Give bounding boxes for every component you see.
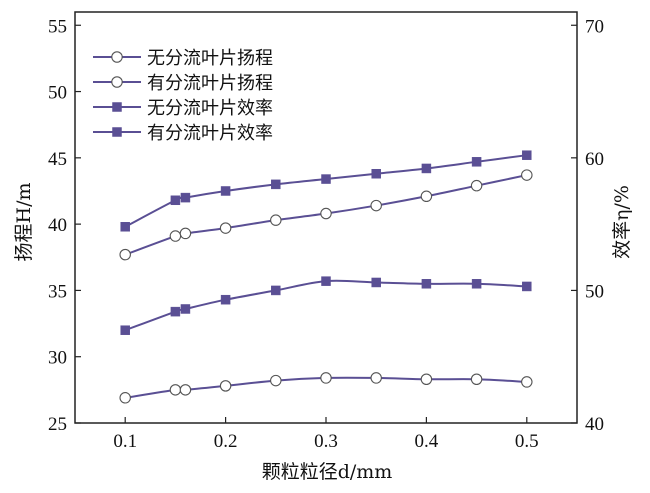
series-1-point-4 [270,214,282,226]
y-left-tick-label-6: 55 [48,16,67,37]
series-2-point-9 [522,281,532,292]
legend-label-1: 有分流叶片扬程 [147,73,273,94]
series-2-point-3 [220,294,231,305]
x-tick-label-3: 0.4 [415,431,439,452]
series-1-point-0 [119,248,131,261]
x-tick-label-1: 0.2 [214,431,238,452]
series-3-point-6 [371,168,381,179]
series-2-point-7 [421,279,432,289]
x-tick-label-4: 0.5 [515,431,539,452]
series-2 [120,276,532,335]
series-2-point-5 [321,276,331,286]
series-0-point-2 [179,384,192,396]
series-3 [120,150,532,232]
y-right-tick-label-0: 40 [585,414,604,435]
x-tick-label-2: 0.3 [314,431,338,452]
series-3-point-3 [220,186,231,196]
x-tick-label-0: 0.1 [113,431,137,452]
series-3-point-8 [471,157,482,167]
series-3-point-9 [522,150,532,160]
legend-label-3: 有分流叶片效率 [147,123,273,144]
series-1-point-8 [470,179,483,192]
series-0 [119,372,533,404]
series-2-point-6 [371,277,381,288]
y-left-tick-label-3: 40 [48,215,67,236]
series-3-point-7 [421,163,432,174]
legend-label-2: 无分流叶片效率 [147,98,273,119]
legend-marker-1 [111,76,123,88]
series-1-point-5 [320,207,332,220]
y-left-tick-label-1: 30 [48,348,67,369]
y-axis-right-title: 效率η/% [611,185,633,259]
legend-label-0: 无分流叶片扬程 [147,48,273,69]
series-1-point-3 [219,222,232,234]
series-0-point-1 [169,384,182,396]
series-3-point-4 [271,179,281,190]
series-1-point-2 [179,227,192,240]
legend-marker-3 [112,127,122,137]
series-1-point-9 [521,169,533,181]
ticks-layer: 0.1 0.2 0.3 0.4 0.5 25 30 35 40 45 50 55 40 50 60 70 [48,16,604,452]
series-2-point-1 [170,306,181,317]
series-0-point-5 [320,372,332,384]
series-2-point-2 [180,304,191,314]
series-0-point-8 [470,373,483,385]
y-left-tick-label-5: 50 [48,83,67,104]
series-1-point-6 [370,199,382,212]
legend-marker-0 [111,51,123,63]
y-right-tick-label-1: 50 [585,281,604,302]
series-3-point-2 [180,192,191,203]
y-left-tick-label-4: 45 [48,149,67,170]
series-0-point-3 [219,380,232,392]
series-2-point-8 [471,279,482,289]
y-right-tick-label-3: 70 [585,16,604,37]
x-axis-title: 颗粒粒径d/mm [262,461,393,483]
series-3-point-1 [170,195,181,206]
y-left-tick-label-2: 35 [48,281,67,302]
series-1-point-1 [169,230,182,242]
series-layer [119,150,533,404]
series-1 [119,169,533,261]
series-1-point-7 [420,190,433,203]
series-2-point-4 [271,285,281,296]
y-axis-left-title: 扬程H/m [13,183,35,262]
y-left-tick-label-0: 25 [48,414,67,435]
series-0-point-4 [270,374,282,387]
series-3-point-0 [120,222,130,232]
y-right-tick-label-2: 60 [585,149,604,170]
series-0-point-9 [521,376,533,388]
series-0-point-0 [119,392,131,404]
legend-marker-2 [112,102,122,112]
series-0-point-7 [420,373,433,385]
series-0-point-6 [370,372,382,384]
series-2-point-0 [120,325,130,335]
series-3-point-5 [321,174,331,184]
